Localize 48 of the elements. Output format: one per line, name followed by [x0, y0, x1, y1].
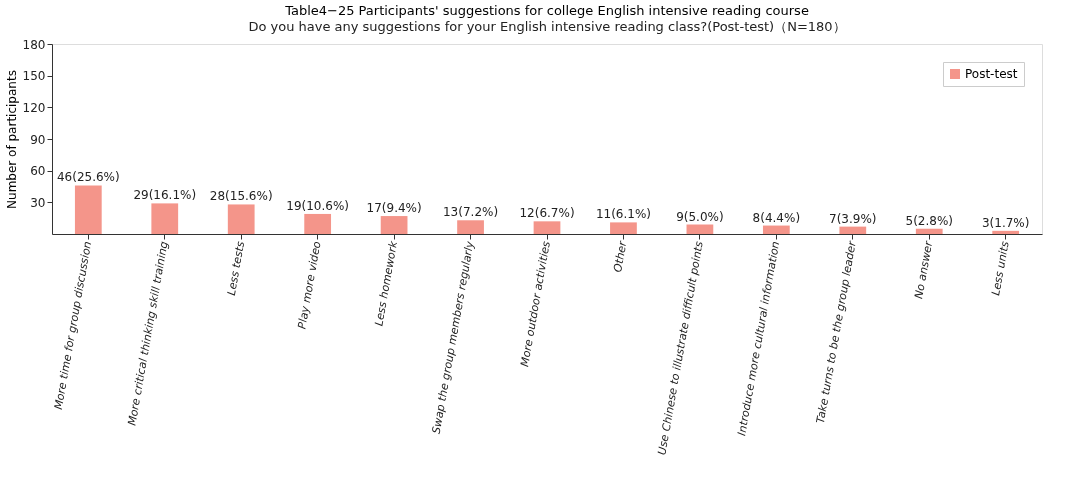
x-tick-label: No answer — [912, 238, 936, 300]
y-tick-label: 180 — [22, 37, 46, 52]
bar — [304, 213, 332, 234]
x-tick-label: Less tests — [224, 240, 248, 297]
x-tick-label: Play more video — [295, 240, 324, 330]
x-tick-label: Swap the group members regularly — [429, 239, 477, 435]
data-label: 3(1.7%) — [981, 215, 1030, 230]
chart-subtitle: Do you have any suggestions for your English intensive reading class?(Post-test)（N=180） — [248, 19, 846, 34]
x-tick-label: Take turns to be the group leader — [813, 238, 859, 425]
y-tick-label: 90 — [30, 132, 46, 147]
chart-title: Table4−25 Participants' suggestions for college English intensive reading course — [284, 3, 809, 18]
data-label: 9(5.0%) — [676, 209, 724, 224]
y-tick-label: 120 — [22, 100, 46, 115]
bar — [762, 225, 790, 234]
y-tick-label: 30 — [30, 195, 46, 210]
data-label: 17(9.4%) — [366, 201, 422, 216]
bar — [227, 204, 255, 234]
data-label: 19(10.6%) — [286, 198, 350, 213]
y-tick-label: 60 — [30, 164, 46, 179]
y-tick-label: 150 — [22, 69, 46, 84]
bar — [151, 203, 179, 234]
data-label: 29(16.1%) — [133, 188, 197, 203]
bar — [533, 221, 561, 234]
bar — [380, 216, 408, 234]
data-label: 28(15.6%) — [209, 189, 273, 204]
bar — [839, 226, 867, 234]
bar — [915, 228, 943, 234]
data-label: 13(7.2%) — [442, 205, 499, 220]
legend-label: Post-test — [965, 67, 1018, 81]
bar — [992, 230, 1020, 234]
x-tick-label: More time for group discussion — [51, 240, 95, 411]
x-tick-label: Other — [611, 238, 630, 274]
data-label: 7(3.9%) — [829, 211, 877, 226]
x-tick-label: More critical thinking skill training — [125, 240, 171, 427]
bar — [457, 220, 484, 234]
x-tick-label: More outdoor activities — [518, 240, 553, 368]
y-axis-title: Number of participants — [4, 70, 19, 209]
data-label: 46(25.6%) — [56, 170, 120, 185]
data-label: 11(6.1%) — [595, 207, 652, 222]
bar — [686, 224, 714, 234]
x-tick-label: Less homework — [372, 239, 401, 327]
x-tick-label: Use Chinese to illustrate difficult points — [655, 240, 706, 457]
data-label: 12(6.7%) — [519, 206, 575, 221]
data-label: 5(2.8%) — [905, 213, 953, 228]
bar — [610, 222, 637, 234]
data-label: 8(4.4%) — [752, 210, 801, 225]
bar — [74, 185, 102, 234]
x-tick-label: Less units — [989, 240, 1012, 297]
